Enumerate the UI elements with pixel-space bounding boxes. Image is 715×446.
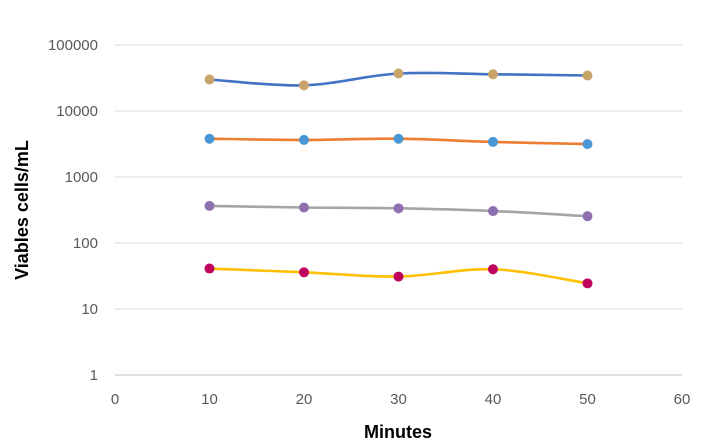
x-axis-title: Minutes xyxy=(364,422,432,442)
y-tick-label: 10000 xyxy=(56,103,98,120)
y-tick-label: 100 xyxy=(73,235,98,252)
data-point xyxy=(299,80,309,91)
data-point xyxy=(488,206,498,217)
y-axis-tick-labels: 1 10 100 1000 10000 100000 xyxy=(48,37,98,384)
y-axis-title: Viables cells/mL xyxy=(12,140,32,280)
data-point xyxy=(488,69,498,80)
data-point xyxy=(393,203,404,214)
x-tick-label: 0 xyxy=(111,391,119,408)
y-tick-label: 1000 xyxy=(65,169,98,186)
x-tick-label: 20 xyxy=(296,391,313,408)
data-point xyxy=(582,278,593,289)
x-tick-label: 60 xyxy=(674,391,691,408)
data-point xyxy=(299,134,309,145)
gridlines xyxy=(115,44,682,376)
data-point xyxy=(204,133,215,144)
data-point xyxy=(582,139,593,150)
series-markers xyxy=(204,68,593,289)
data-point xyxy=(488,136,498,147)
data-point xyxy=(204,263,215,274)
data-point xyxy=(393,68,404,79)
y-tick-label: 100000 xyxy=(48,37,98,54)
data-point xyxy=(582,70,593,81)
x-tick-label: 40 xyxy=(485,391,502,408)
x-axis-tick-labels: 0 10 20 30 40 50 60 xyxy=(111,391,691,408)
data-point xyxy=(393,271,404,282)
data-point xyxy=(299,202,309,213)
series-lines xyxy=(208,71,589,285)
data-point xyxy=(488,264,498,275)
x-tick-label: 30 xyxy=(390,391,407,408)
y-tick-label: 10 xyxy=(81,301,98,318)
x-tick-label: 10 xyxy=(201,391,218,408)
data-point xyxy=(582,211,593,222)
data-point xyxy=(204,200,215,211)
data-point xyxy=(393,133,404,144)
data-point xyxy=(299,267,309,278)
y-tick-label: 1 xyxy=(90,367,98,384)
x-tick-label: 50 xyxy=(579,391,596,408)
data-point xyxy=(204,74,215,85)
